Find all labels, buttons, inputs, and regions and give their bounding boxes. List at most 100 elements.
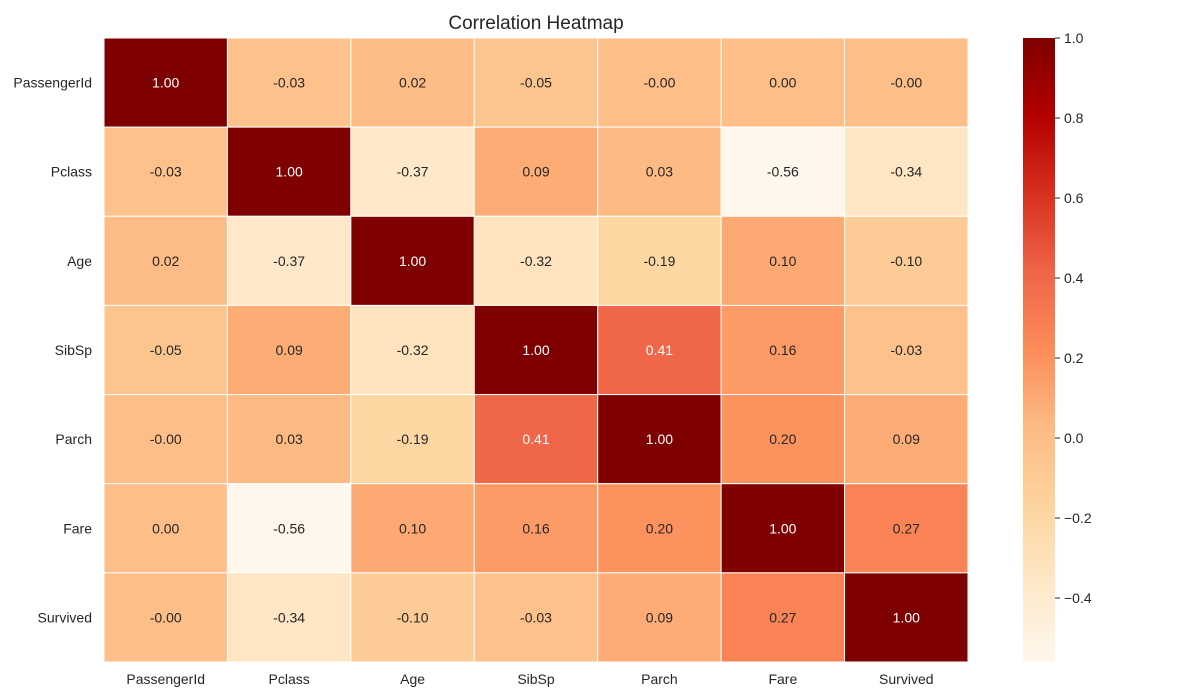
heatmap-cell-parch-passengerid (103, 394, 228, 485)
x-tick-label-age: Age (400, 671, 425, 687)
colorbar-tick-label: −0.2 (1064, 510, 1092, 526)
heatmap-cell-survived-sibsp (473, 572, 599, 663)
heatmap-cell-pclass-passengerid (103, 126, 228, 217)
cell-value-fare-pclass: -0.56 (273, 520, 305, 536)
heatmap-cell-fare-sibsp (473, 483, 599, 574)
heatmap-cell-sibsp-survived (844, 304, 969, 396)
heatmap-cell-passengerid-pclass (226, 37, 352, 128)
cell-value-passengerid-pclass: -0.03 (273, 75, 305, 91)
heatmap-cell-sibsp-sibsp (473, 304, 599, 396)
cell-value-age-fare: 0.10 (769, 253, 796, 269)
y-tick-label-sibsp: SibSp (55, 342, 93, 358)
y-tick-label-fare: Fare (63, 520, 92, 536)
heatmap-cell-pclass-age (350, 126, 475, 217)
heatmap-cell-fare-passengerid (103, 483, 228, 574)
heatmap-cell-fare-pclass (226, 483, 352, 574)
cell-value-pclass-pclass: 1.00 (276, 164, 303, 180)
y-tick-label-age: Age (67, 253, 92, 269)
heatmap-cell-age-survived (844, 215, 969, 306)
heatmap-cell-pclass-parch (597, 126, 722, 217)
cell-value-pclass-parch: 0.03 (646, 164, 673, 180)
heatmap-cell-passengerid-passengerid (103, 37, 228, 128)
cell-value-sibsp-fare: 0.16 (769, 342, 796, 358)
cell-value-age-pclass: -0.37 (273, 253, 305, 269)
heatmap-cell-age-sibsp (473, 215, 599, 306)
colorbar-tick-label: 0.0 (1064, 430, 1084, 446)
cell-value-survived-passengerid: -0.00 (150, 609, 182, 625)
heatmap-cell-age-age (350, 215, 475, 306)
cell-value-pclass-fare: -0.56 (767, 164, 799, 180)
cell-value-survived-parch: 0.09 (646, 609, 673, 625)
heatmap-cell-fare-survived (844, 483, 969, 574)
colorbar-tick-label: 0.4 (1064, 270, 1084, 286)
y-axis-ticks: PassengerId Pclass Age SibSp Parch Fare Surviv… (13, 75, 92, 626)
cell-value-pclass-age: -0.37 (397, 164, 429, 180)
x-tick-label-fare: Fare (768, 671, 797, 687)
colorbar-tick-label: 0.6 (1064, 190, 1084, 206)
cell-value-fare-sibsp: 0.16 (522, 520, 549, 536)
heatmap-cell-survived-age (350, 572, 475, 663)
cell-value-fare-age: 0.10 (399, 520, 426, 536)
heatmap-cell-passengerid-sibsp (473, 37, 599, 128)
cell-value-survived-age: -0.10 (397, 609, 429, 625)
cell-value-age-age: 1.00 (399, 253, 426, 269)
colorbar-tick-label: 1.0 (1064, 30, 1084, 46)
cell-value-sibsp-parch: 0.41 (646, 342, 673, 358)
cell-value-age-parch: -0.19 (643, 253, 675, 269)
cell-value-fare-survived: 0.27 (893, 520, 920, 536)
heatmap-cell-survived-fare (720, 572, 846, 663)
heatmap-cell-survived-passengerid (103, 572, 228, 663)
cell-value-pclass-survived: -0.34 (890, 164, 922, 180)
x-tick-label-passengerid: PassengerId (126, 671, 205, 687)
heatmap-cells (103, 37, 969, 663)
cell-value-parch-passengerid: -0.00 (150, 431, 182, 447)
heatmap-cell-passengerid-age (350, 37, 475, 128)
cell-value-age-passengerid: 0.02 (152, 253, 179, 269)
heatmap-cell-pclass-fare (720, 126, 846, 217)
cell-value-fare-parch: 0.20 (646, 520, 673, 536)
cell-value-passengerid-passengerid: 1.00 (152, 75, 179, 91)
cell-value-fare-passengerid: 0.00 (152, 520, 179, 536)
cell-value-sibsp-age: -0.32 (397, 342, 429, 358)
heatmap-cell-passengerid-parch (597, 37, 722, 128)
cell-value-survived-fare: 0.27 (769, 609, 796, 625)
heatmap-cell-parch-survived (844, 394, 969, 485)
heatmap-cell-fare-age (350, 483, 475, 574)
cell-value-parch-age: -0.19 (397, 431, 429, 447)
cell-value-parch-fare: 0.20 (769, 431, 796, 447)
heatmap-cell-sibsp-passengerid (103, 304, 228, 396)
heatmap-cell-age-parch (597, 215, 722, 306)
colorbar-tick-label: 0.8 (1064, 110, 1084, 126)
cell-annotations: 1.00 -0.03 0.02 -0.05 -0.00 0.00 -0.00 -0.03 1.0… (150, 75, 923, 626)
cell-value-pclass-sibsp: 0.09 (522, 164, 549, 180)
x-tick-label-sibsp: SibSp (517, 671, 555, 687)
x-tick-label-survived: Survived (879, 671, 933, 687)
y-tick-label-passengerid: PassengerId (13, 75, 92, 91)
cell-value-pclass-passengerid: -0.03 (150, 164, 182, 180)
cell-value-age-survived: -0.10 (890, 253, 922, 269)
heatmap-cell-sibsp-pclass (226, 304, 352, 396)
cell-value-survived-sibsp: -0.03 (520, 609, 552, 625)
colorbar-tick-label: 0.2 (1064, 350, 1084, 366)
x-tick-label-pclass: Pclass (269, 671, 310, 687)
cell-value-passengerid-sibsp: -0.05 (520, 75, 552, 91)
chart-title: Correlation Heatmap (448, 13, 623, 34)
y-tick-label-parch: Parch (55, 431, 92, 447)
heatmap-cell-age-passengerid (103, 215, 228, 306)
cell-value-fare-fare: 1.00 (769, 520, 796, 536)
cell-value-passengerid-age: 0.02 (399, 75, 426, 91)
cell-value-age-sibsp: -0.32 (520, 253, 552, 269)
heatmap-cell-sibsp-fare (720, 304, 846, 396)
heatmap-cell-survived-survived (844, 572, 969, 663)
cell-value-survived-survived: 1.00 (893, 609, 920, 625)
heatmap-cell-age-pclass (226, 215, 352, 306)
cell-value-passengerid-fare: 0.00 (769, 75, 796, 91)
cell-value-parch-sibsp: 0.41 (522, 431, 549, 447)
cell-value-sibsp-pclass: 0.09 (276, 342, 303, 358)
x-tick-label-parch: Parch (641, 671, 678, 687)
heatmap-cell-passengerid-fare (720, 37, 846, 128)
cell-value-passengerid-parch: -0.00 (643, 75, 675, 91)
heatmap-cell-parch-age (350, 394, 475, 485)
